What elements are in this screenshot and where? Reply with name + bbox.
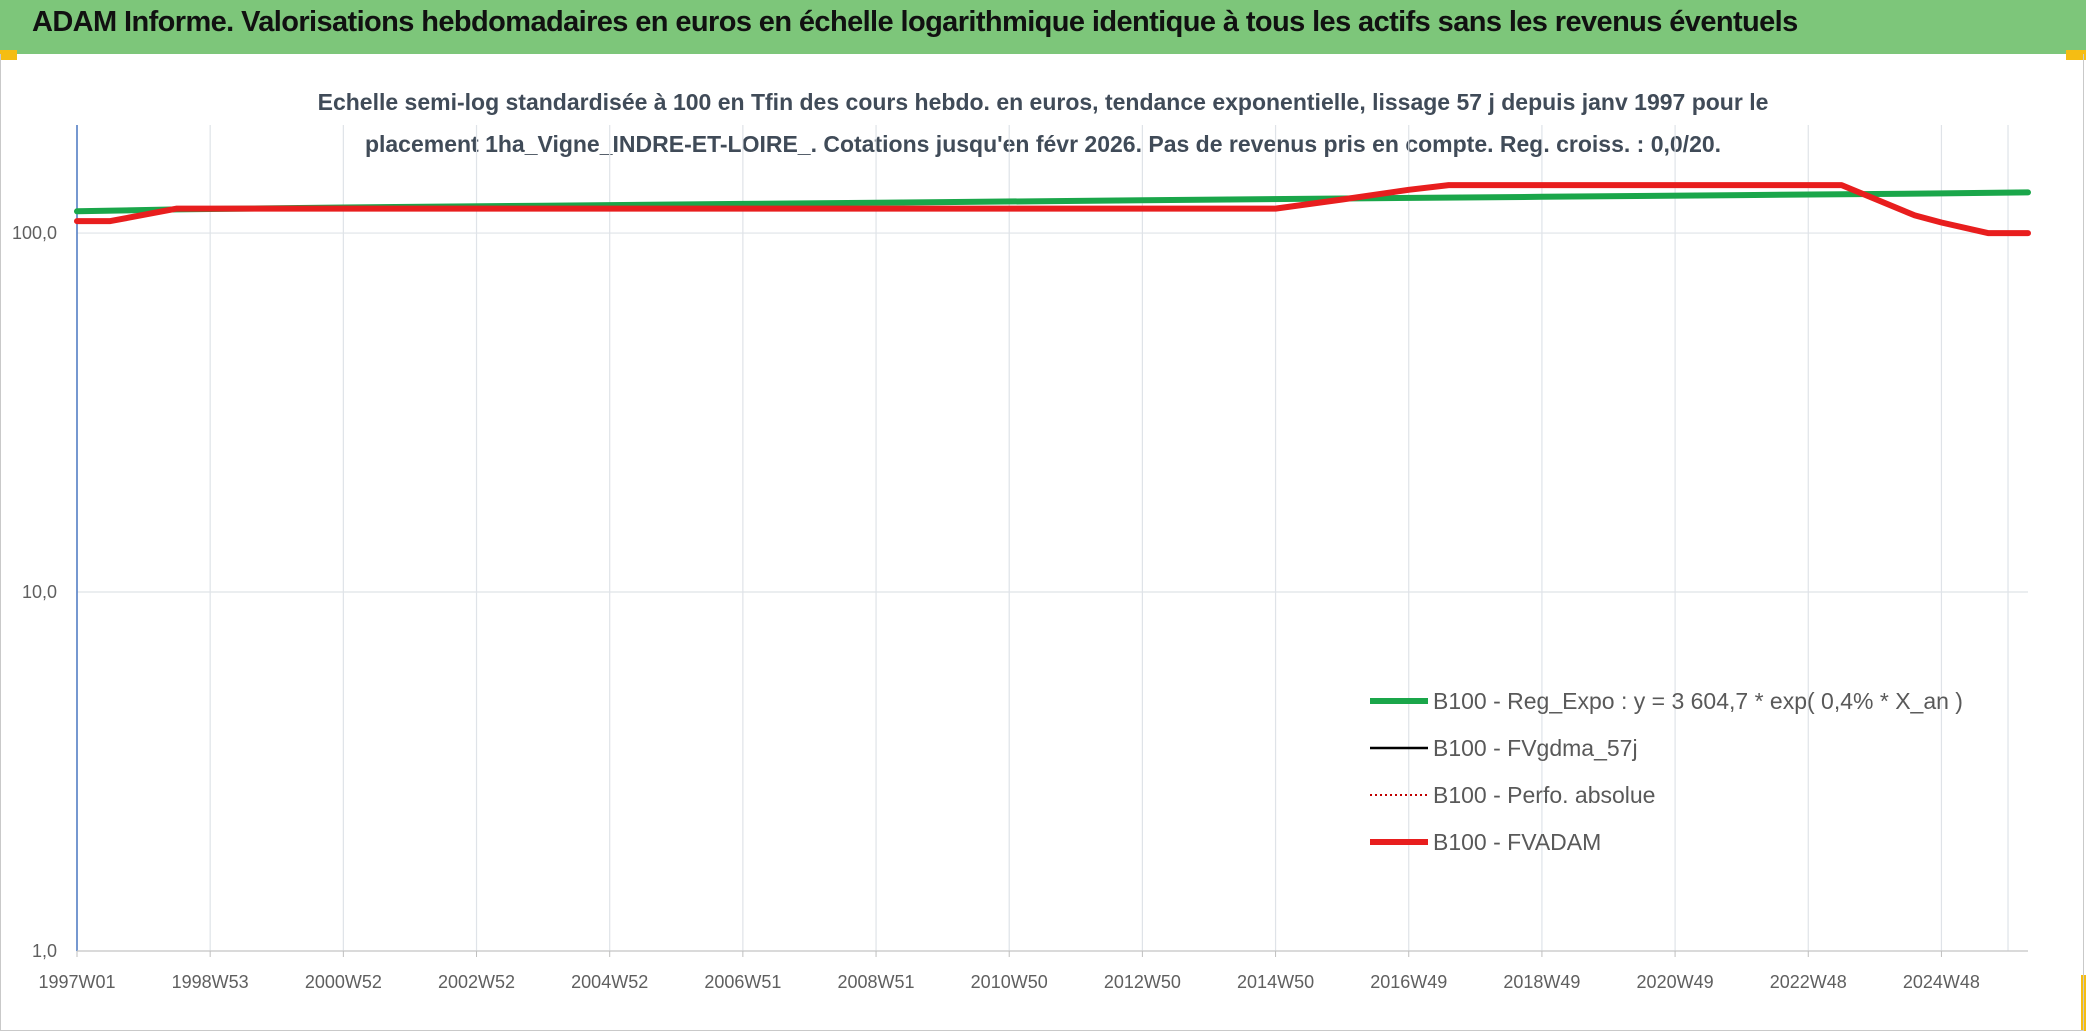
x-tick-label: 2008W51 <box>838 972 915 992</box>
chart-title-line1: Echelle semi-log standardisée à 100 en T… <box>318 89 1769 115</box>
x-tick-label: 2002W52 <box>438 972 515 992</box>
legend-label-reg_expo: B100 - Reg_Expo : y = 3 604,7 * exp( 0,4… <box>1433 688 1963 714</box>
series <box>74 182 2031 237</box>
y-tick-label: 100,0 <box>12 223 57 243</box>
header-bar: ADAM Informe. Valorisations hebdomadaire… <box>0 0 2086 54</box>
chart-title-line2: placement 1ha_Vigne_INDRE-ET-LOIRE_. Cot… <box>365 131 1721 157</box>
legend-label-fvgdma: B100 - FVgdma_57j <box>1433 735 1638 761</box>
corner-accent-left <box>0 50 17 60</box>
x-tick-label: 2012W50 <box>1104 972 1181 992</box>
x-tick-label: 2024W48 <box>1903 972 1980 992</box>
legend: B100 - Reg_Expo : y = 3 604,7 * exp( 0,4… <box>1370 688 1963 855</box>
chart-panel <box>0 54 2084 1031</box>
legend-label-fvadam: B100 - FVADAM <box>1433 829 1601 855</box>
x-tick-label: 2014W50 <box>1237 972 1314 992</box>
x-tick-label: 2000W52 <box>305 972 382 992</box>
axes: 1997W01 1998W53 2000W52 2002W52 2004W52 2006W… <box>12 125 2028 992</box>
corner-accent-right <box>2066 50 2086 60</box>
grid <box>76 125 2028 952</box>
x-tick-label: 2010W50 <box>971 972 1048 992</box>
y-tick-label: 1,0 <box>32 941 57 961</box>
x-tick-label: 1997W01 <box>38 972 115 992</box>
y-tick-label: 10,0 <box>22 582 57 602</box>
x-tick-label: 2004W52 <box>571 972 648 992</box>
x-tick-label: 2016W49 <box>1370 972 1447 992</box>
x-tick-label: 2022W48 <box>1770 972 1847 992</box>
x-tick-label: 1998W53 <box>172 972 249 992</box>
x-tick-label: 2006W51 <box>704 972 781 992</box>
x-tick-label: 2018W49 <box>1503 972 1580 992</box>
legend-label-perfo: B100 - Perfo. absolue <box>1433 782 1655 808</box>
series-line-fvadam <box>74 182 2031 237</box>
page-title: ADAM Informe. Valorisations hebdomadaire… <box>32 6 1798 38</box>
x-tick-label: 2020W49 <box>1637 972 1714 992</box>
